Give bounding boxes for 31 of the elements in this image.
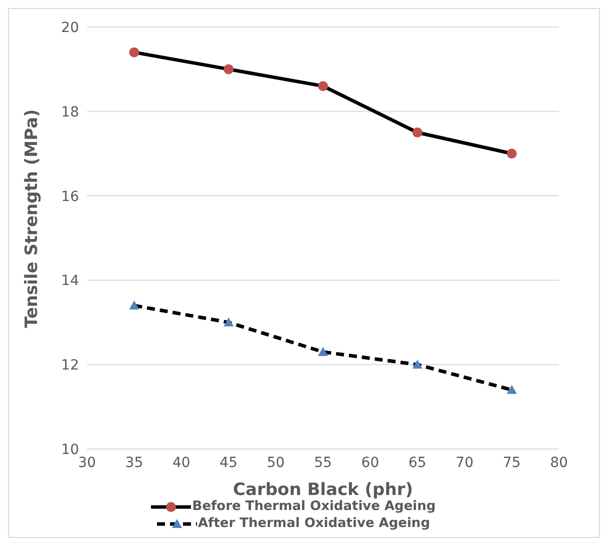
point xyxy=(129,47,140,58)
x-tick-label: 70 xyxy=(456,454,474,471)
x-tick-label: 35 xyxy=(125,454,144,471)
x-tick-label: 65 xyxy=(408,454,426,471)
point xyxy=(506,384,517,394)
point xyxy=(318,81,328,92)
y-tick-label: 16 xyxy=(61,188,80,205)
point xyxy=(506,148,517,159)
legend-label: After Thermal Oxidative Ageing xyxy=(198,516,430,531)
y-axis-title: Tensile Strength (MPa) xyxy=(22,109,42,328)
legend-label: Before Thermal Oxidative Ageing xyxy=(192,499,436,514)
x-tick-label: 45 xyxy=(220,454,238,471)
x-tick-label: 75 xyxy=(502,454,521,471)
x-tick-label: 80 xyxy=(550,454,568,471)
y-tick-label: 12 xyxy=(61,358,79,374)
y-tick-label: 14 xyxy=(61,273,80,290)
x-tick-label: 55 xyxy=(314,454,332,471)
x-tick-label: 60 xyxy=(361,454,380,471)
point xyxy=(224,317,234,326)
point xyxy=(318,346,328,356)
point xyxy=(412,360,422,369)
y-tick-label: 10 xyxy=(61,442,79,458)
point xyxy=(129,300,140,310)
point xyxy=(412,128,422,138)
y-tick-label: 20 xyxy=(61,20,79,36)
x-tick-label: 50 xyxy=(266,454,285,471)
x-tick-label: 30 xyxy=(78,454,96,471)
point xyxy=(224,64,234,74)
x-axis-title: Carbon Black (phr) xyxy=(233,480,413,500)
x-tick-label: 40 xyxy=(172,454,190,471)
y-tick-label: 18 xyxy=(61,104,79,120)
